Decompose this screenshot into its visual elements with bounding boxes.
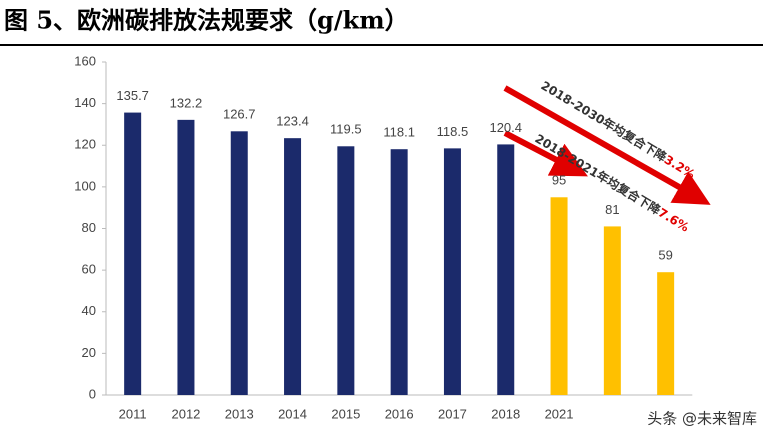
x-tick-label: 2014 bbox=[278, 406, 307, 421]
y-tick-label: 120 bbox=[74, 137, 96, 152]
bar bbox=[603, 226, 621, 395]
y-tick-label: 40 bbox=[82, 303, 96, 318]
bar bbox=[124, 112, 142, 395]
annotation-rate: 3.2% bbox=[662, 152, 698, 181]
bar bbox=[177, 119, 195, 395]
value-label: 95 bbox=[552, 173, 566, 188]
bar bbox=[337, 146, 355, 395]
value-label: 120.4 bbox=[489, 120, 522, 135]
bar bbox=[390, 149, 408, 395]
value-label: 132.2 bbox=[170, 95, 203, 110]
annotation-rate: 7.6% bbox=[656, 205, 692, 234]
x-tick-label: 2016 bbox=[385, 406, 414, 421]
y-tick-label: 60 bbox=[82, 262, 96, 277]
value-label: 118.1 bbox=[383, 125, 415, 140]
watermark: 头条 @未来智库 bbox=[647, 410, 757, 428]
y-tick-label: 160 bbox=[74, 53, 96, 68]
bar bbox=[550, 197, 568, 395]
y-tick-label: 20 bbox=[82, 345, 96, 360]
bar bbox=[657, 272, 675, 395]
value-label: 119.5 bbox=[330, 122, 362, 137]
value-label: 126.7 bbox=[223, 107, 256, 122]
x-tick-label: 2013 bbox=[225, 406, 254, 421]
x-tick-label: 2012 bbox=[171, 406, 200, 421]
y-tick-label: 140 bbox=[74, 95, 96, 110]
bar bbox=[497, 144, 515, 395]
x-tick-label: 2021 bbox=[545, 406, 574, 421]
arrow bbox=[503, 85, 711, 205]
x-tick-label: 2018 bbox=[491, 406, 520, 421]
x-tick-label: 2017 bbox=[438, 406, 467, 421]
y-tick-label: 0 bbox=[89, 386, 96, 401]
y-tick-label: 100 bbox=[74, 178, 96, 193]
arrow bbox=[503, 130, 588, 177]
value-label: 135.7 bbox=[116, 88, 149, 103]
bar bbox=[230, 131, 248, 396]
x-tick-label: 2015 bbox=[331, 406, 360, 421]
bar bbox=[284, 138, 302, 395]
chart-title: 图 5、欧洲碳排放法规要求（g/km） bbox=[4, 6, 409, 35]
value-label: 59 bbox=[658, 248, 672, 263]
y-tick-label: 80 bbox=[82, 220, 96, 235]
value-label: 81 bbox=[605, 202, 619, 217]
bar bbox=[443, 148, 461, 395]
value-label: 123.4 bbox=[276, 114, 309, 129]
x-tick-label: 2011 bbox=[119, 406, 147, 421]
value-label: 118.5 bbox=[437, 124, 469, 139]
